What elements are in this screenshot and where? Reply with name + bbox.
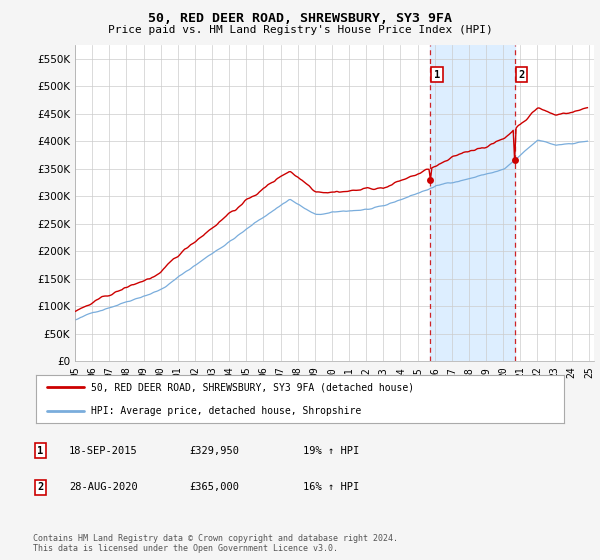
Text: £329,950: £329,950: [189, 446, 239, 456]
Text: Price paid vs. HM Land Registry's House Price Index (HPI): Price paid vs. HM Land Registry's House …: [107, 25, 493, 35]
Text: 2: 2: [518, 69, 524, 80]
Text: £365,000: £365,000: [189, 482, 239, 492]
Text: Contains HM Land Registry data © Crown copyright and database right 2024.
This d: Contains HM Land Registry data © Crown c…: [33, 534, 398, 553]
Text: 1: 1: [37, 446, 43, 456]
Text: 16% ↑ HPI: 16% ↑ HPI: [303, 482, 359, 492]
Text: 19% ↑ HPI: 19% ↑ HPI: [303, 446, 359, 456]
Text: HPI: Average price, detached house, Shropshire: HPI: Average price, detached house, Shro…: [91, 406, 362, 416]
Text: 18-SEP-2015: 18-SEP-2015: [69, 446, 138, 456]
Bar: [430, 45, 515, 361]
Text: 1: 1: [434, 69, 440, 80]
Text: 28-AUG-2020: 28-AUG-2020: [69, 482, 138, 492]
Text: 2: 2: [37, 482, 43, 492]
Text: 50, RED DEER ROAD, SHREWSBURY, SY3 9FA (detached house): 50, RED DEER ROAD, SHREWSBURY, SY3 9FA (…: [91, 382, 415, 392]
Text: 50, RED DEER ROAD, SHREWSBURY, SY3 9FA: 50, RED DEER ROAD, SHREWSBURY, SY3 9FA: [148, 12, 452, 25]
